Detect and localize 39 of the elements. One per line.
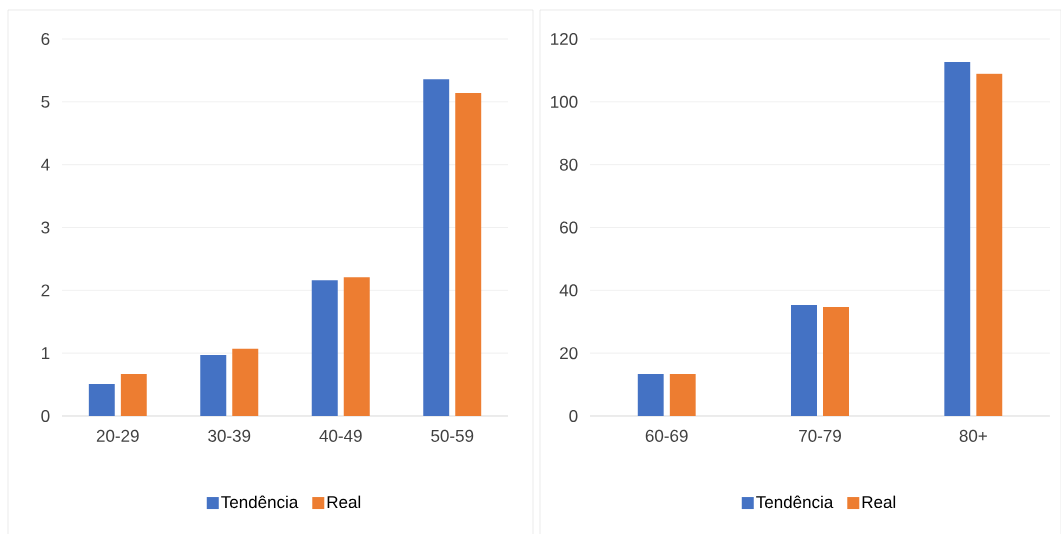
y-tick-label: 3	[41, 221, 50, 234]
bar	[200, 355, 227, 416]
bar	[423, 79, 450, 416]
bar	[343, 277, 370, 416]
y-tick-label: 120	[551, 32, 578, 46]
bar	[311, 280, 338, 416]
x-tick-label: 80+	[959, 429, 987, 442]
x-tick-label: 30-39	[208, 429, 251, 442]
bar	[637, 373, 664, 416]
y-tick-label: 0	[569, 409, 578, 423]
bar	[791, 305, 817, 416]
bar	[120, 373, 147, 416]
y-tick-label: 60	[560, 221, 578, 234]
legend-label: Tendência	[221, 495, 299, 509]
bar	[232, 348, 259, 416]
x-tick-label: 20-29	[96, 429, 139, 442]
x-tick-label: 50-59	[431, 429, 474, 442]
y-tick-label: 100	[551, 95, 578, 108]
bar	[455, 93, 482, 416]
y-tick-label: 20	[560, 347, 578, 360]
x-tick-label: 70-79	[799, 429, 841, 442]
y-tick-label: 0	[41, 409, 50, 423]
bar	[669, 373, 696, 416]
y-tick-label: 5	[41, 95, 50, 108]
legend-label: Real	[327, 495, 361, 509]
x-tick-label: 60-69	[645, 429, 688, 442]
legend-label: Real	[862, 495, 896, 509]
y-tick-label: 2	[41, 284, 50, 297]
legend-label: Tendência	[756, 495, 834, 509]
y-tick-label: 40	[559, 284, 578, 297]
bar	[823, 306, 849, 416]
x-tick-label: 40-49	[319, 429, 362, 442]
bar	[88, 383, 115, 416]
y-tick-label: 80	[559, 158, 578, 171]
y-tick-label: 4	[41, 158, 50, 171]
bar	[944, 61, 971, 416]
y-tick-label: 6	[41, 32, 50, 46]
bar	[976, 73, 1003, 416]
y-tick-label: 1	[41, 347, 50, 359]
